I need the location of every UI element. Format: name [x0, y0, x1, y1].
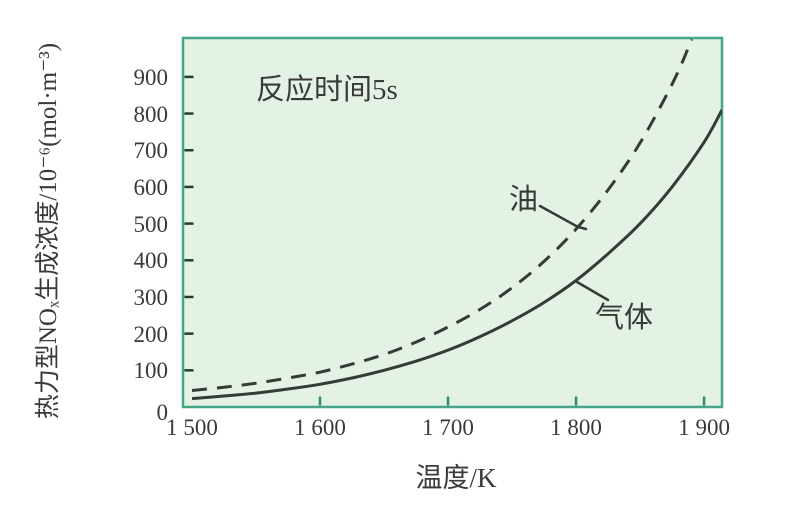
- y-tick-label: 400: [133, 248, 169, 274]
- x-tick-label: 1 800: [550, 415, 602, 440]
- y-axis-title: 热力型NOₓ生成浓度/10⁻⁶(mol·m⁻³): [35, 42, 62, 420]
- x-tick-label: 1 500: [166, 415, 218, 440]
- y-tick-label: 300: [133, 284, 169, 310]
- y-tick-label: 600: [133, 174, 169, 200]
- y-tick-label: 200: [133, 321, 169, 347]
- oil-curve-label: 油: [509, 184, 539, 216]
- reaction-time-annotation: 反应时间5s: [256, 74, 398, 106]
- y-tick-label: 900: [133, 64, 169, 90]
- x-axis-title: 温度/K: [415, 463, 497, 493]
- y-tick-label: 100: [133, 358, 169, 384]
- y-tick-label: 500: [133, 211, 169, 237]
- x-tick-label: 1 600: [294, 415, 346, 440]
- y-tick-label: 700: [133, 138, 169, 164]
- x-tick-label: 1 700: [422, 415, 474, 440]
- plot-area: [181, 36, 724, 409]
- y-tick-label: 0: [156, 400, 169, 425]
- oil-label-leader: [538, 204, 588, 231]
- gas-curve: [191, 109, 722, 401]
- y-tick-label: 800: [133, 101, 169, 127]
- oil-curve: [191, 39, 694, 392]
- gas-curve-label: 气体: [595, 302, 654, 334]
- gas-label-leader: [575, 280, 610, 302]
- x-tick-label: 1 900: [678, 415, 730, 440]
